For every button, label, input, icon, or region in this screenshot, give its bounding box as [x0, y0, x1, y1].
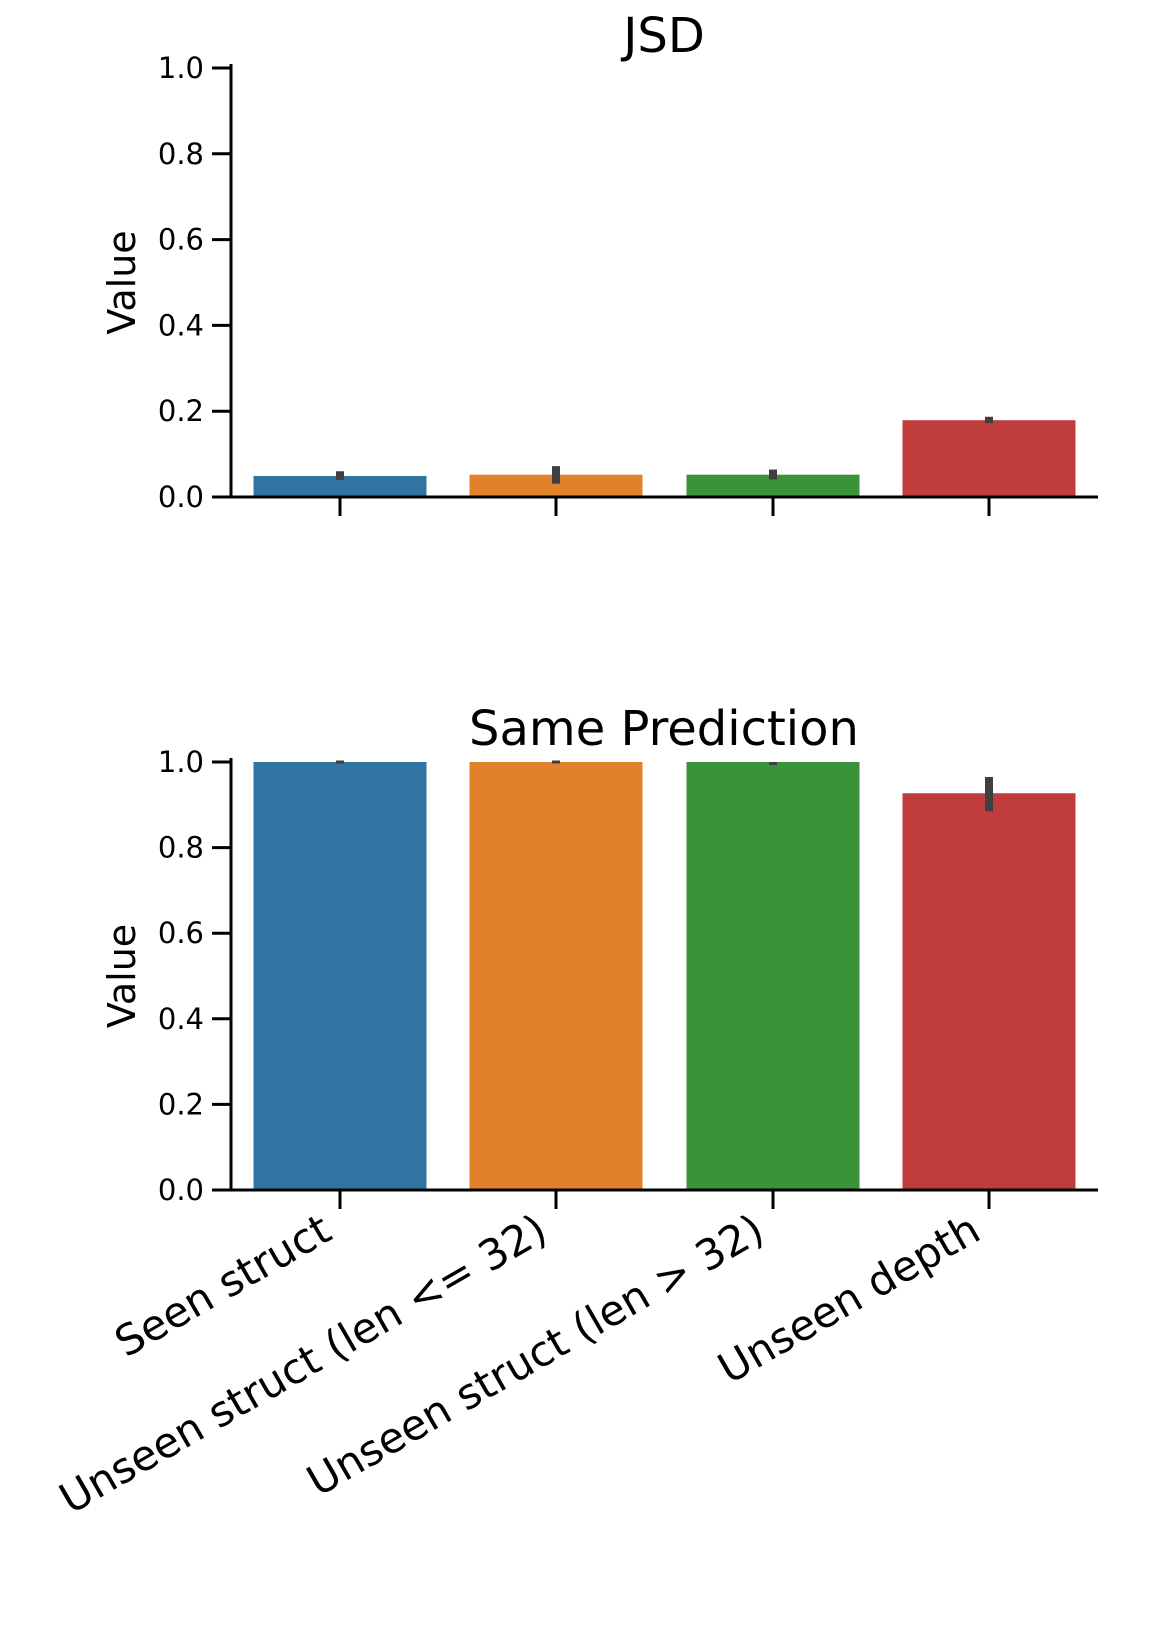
bar	[902, 420, 1076, 497]
error-bar	[552, 760, 560, 764]
y-axis-label: Value	[100, 230, 144, 334]
y-tick-label: 0.2	[158, 394, 204, 428]
jsd-panel: JSD Value 0.0 0.2 0.4 0.6 0.8 1.0	[100, 8, 1098, 516]
error-bar	[336, 471, 344, 480]
error-bar	[336, 760, 344, 764]
bar	[902, 793, 1076, 1190]
y-tick-label: 1.0	[158, 51, 204, 85]
y-tick-label: 0.0	[158, 480, 204, 514]
y-tick-label: 0.4	[158, 1002, 204, 1036]
y-tick-label: 1.0	[158, 745, 204, 779]
y-tick-label: 0.6	[158, 223, 204, 257]
chart-title: Same Prediction	[469, 701, 859, 757]
bar	[253, 762, 427, 1190]
error-bar	[985, 776, 993, 812]
bar	[469, 474, 643, 497]
y-axis-label: Value	[100, 924, 144, 1028]
y-tick-label: 0.2	[158, 1087, 204, 1121]
error-bar	[769, 469, 777, 480]
y-tick-label: 0.8	[158, 137, 204, 171]
bar	[469, 762, 643, 1190]
error-bar	[985, 416, 993, 424]
bar	[686, 474, 860, 497]
y-tick-label: 0.6	[158, 916, 204, 950]
bar	[686, 762, 860, 1190]
y-tick-label: 0.0	[158, 1173, 204, 1207]
error-bar	[552, 466, 560, 484]
y-tick-label: 0.4	[158, 308, 204, 342]
bar	[253, 475, 427, 497]
same-prediction-panel: Same PredictionValue0.00.20.40.60.81.0Se…	[51, 701, 1098, 1523]
y-tick-label: 0.8	[158, 831, 204, 865]
chart-title: JSD	[620, 8, 705, 64]
error-bar	[769, 761, 777, 765]
